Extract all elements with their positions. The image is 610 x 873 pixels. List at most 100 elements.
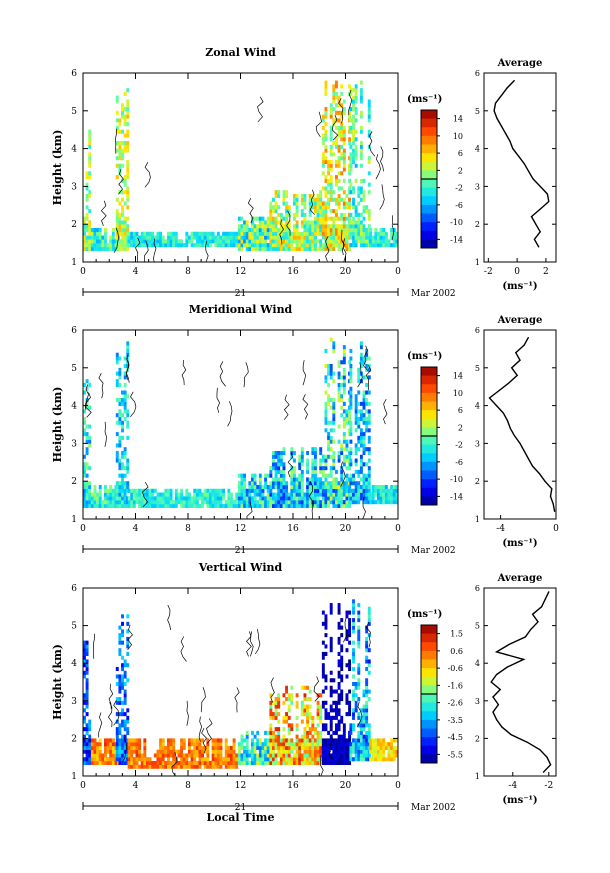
- profile-point: [490, 681, 492, 683]
- x-tick-label: 0: [80, 781, 86, 791]
- colorbar-tick-label: 10: [453, 389, 463, 398]
- y-tick-label: 3: [71, 697, 77, 707]
- profile-y-tick-label: 1: [475, 515, 480, 524]
- profile-point: [537, 621, 539, 623]
- profile-y-tick-label: 1: [475, 772, 480, 781]
- profile-point: [512, 148, 514, 150]
- profile-x-tick-label: 0: [514, 267, 520, 277]
- profile-frame: [483, 72, 557, 263]
- profile-point: [539, 185, 541, 187]
- profile-point: [508, 643, 510, 646]
- colorbar: (ms⁻¹) 14 10 6 2 -2 -6 -10 -14: [407, 351, 463, 506]
- x-tick-label: 20: [340, 781, 352, 791]
- profile-point: [549, 495, 552, 497]
- x-axis: 0 4 8 12 16 20 0: [80, 588, 401, 791]
- profile-point: [493, 110, 495, 112]
- profile-point: [509, 427, 511, 429]
- colorbar-unit: (ms⁻¹): [407, 94, 442, 105]
- x-tick-label: 4: [133, 524, 139, 534]
- colorbar-tick-label: 2: [458, 166, 463, 175]
- colorbar: (ms⁻¹) 1.5 0.6 -0.6 -1.6 -2.6 -3.5 -4.5 -5.5: [407, 609, 463, 764]
- profile-point: [497, 704, 499, 706]
- y-tick-label: 6: [71, 326, 77, 336]
- profile-point: [511, 367, 513, 369]
- profile-y-tick-label: 4: [475, 659, 480, 668]
- x-tick-label: 12: [235, 524, 246, 534]
- heatmap: [83, 599, 398, 769]
- profile-point: [523, 344, 525, 346]
- profile-x-tick-label: 0: [553, 524, 559, 534]
- profile-point: [509, 140, 511, 142]
- profile-y-tick-label: 6: [475, 69, 480, 78]
- date-axis: 21 Mar 2002: [82, 802, 456, 813]
- average-profile: Average 1 2 3 4 5 6 -2 0 2 (ms⁻¹): [475, 58, 557, 292]
- month-label: Mar 2002: [411, 803, 456, 813]
- profile-y-tick-label: 2: [475, 477, 480, 486]
- profile-point: [506, 420, 509, 422]
- profile-x-tick-label: -4: [508, 781, 517, 791]
- colorbar-tick-label: -2: [455, 184, 463, 193]
- y-tick-label: 6: [71, 69, 77, 79]
- x-tick-label: 16: [287, 524, 299, 534]
- profile-point: [500, 125, 502, 127]
- profile-point: [492, 711, 494, 713]
- colorbar-tick-label: 6: [458, 406, 463, 415]
- profile-y-tick-label: 1: [475, 258, 480, 267]
- profile-point: [519, 359, 521, 361]
- profile-point: [518, 155, 520, 157]
- contour-lines: [93, 604, 371, 776]
- y-tick-label: 5: [71, 622, 77, 632]
- y-tick-label: 2: [71, 734, 77, 744]
- x-tick-label: 8: [185, 524, 191, 534]
- profile-point: [533, 238, 536, 240]
- profile-x-tick-label: -2: [544, 781, 553, 791]
- profile-point: [492, 696, 494, 698]
- x-tick-label: 4: [133, 267, 139, 277]
- profile-point: [526, 741, 528, 743]
- profile-point: [508, 382, 510, 384]
- profile-point: [515, 352, 517, 354]
- profile-point: [554, 510, 556, 512]
- profile-point: [519, 442, 521, 444]
- x-tick-label: 0: [395, 524, 401, 534]
- profile-point: [541, 606, 543, 608]
- y-tick-label: 6: [71, 584, 77, 594]
- y-tick-label: 4: [71, 402, 77, 412]
- contour-lines: [85, 345, 388, 519]
- profile-title: Average: [497, 573, 543, 584]
- x-axis: 0 4 8 12 16 20 0: [80, 73, 401, 277]
- y-axis: 1 2 3 4 5 6: [71, 326, 398, 525]
- profile-point: [496, 719, 498, 721]
- profile-y-tick-label: 2: [475, 220, 480, 229]
- y-axis: 1 2 3 4 5 6: [71, 69, 398, 268]
- heatmap: [83, 337, 398, 508]
- profile-point: [532, 613, 534, 615]
- profile-point: [552, 503, 554, 505]
- profile-point: [542, 771, 545, 773]
- profile-point: [523, 658, 525, 661]
- colorbar-tick-label: 0.6: [450, 647, 463, 656]
- profile-point: [528, 170, 530, 172]
- profile-point: [505, 132, 507, 135]
- panel-title: Meridional Wind: [189, 303, 293, 316]
- profile-point: [544, 598, 546, 600]
- profile-y-tick-label: 4: [475, 402, 480, 411]
- y-axis-label: Height (km): [51, 130, 64, 206]
- profile-point: [513, 435, 516, 437]
- profile-point: [506, 666, 508, 668]
- colorbar-unit: (ms⁻¹): [407, 609, 442, 620]
- colorbar-tick-label: 14: [453, 115, 463, 124]
- average-profile: Average 1 2 3 4 5 6 -4 0 (ms⁻¹): [475, 315, 559, 549]
- profile-point: [550, 764, 552, 766]
- panel-title: Zonal Wind: [205, 46, 276, 59]
- profile-x-label: (ms⁻¹): [502, 281, 537, 292]
- profile-point: [498, 389, 500, 392]
- colorbar-tick-label: -2: [455, 441, 463, 450]
- profile-point: [506, 87, 508, 89]
- colorbar-tick-label: -14: [450, 492, 463, 501]
- colorbar-tick-label: -10: [450, 218, 463, 227]
- panel-title: Vertical Wind: [198, 561, 283, 574]
- profile-point: [548, 200, 550, 203]
